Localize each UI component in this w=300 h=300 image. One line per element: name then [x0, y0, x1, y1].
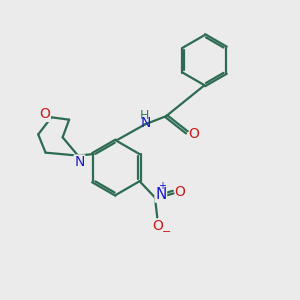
Text: N: N — [74, 155, 85, 169]
Text: H: H — [140, 109, 149, 122]
Text: +: + — [158, 181, 166, 191]
Text: O: O — [152, 219, 163, 233]
Text: O: O — [174, 185, 185, 199]
Text: O: O — [40, 107, 50, 122]
Text: N: N — [155, 187, 166, 202]
Text: −: − — [161, 226, 171, 237]
Text: N: N — [141, 116, 152, 130]
Text: O: O — [188, 127, 199, 141]
